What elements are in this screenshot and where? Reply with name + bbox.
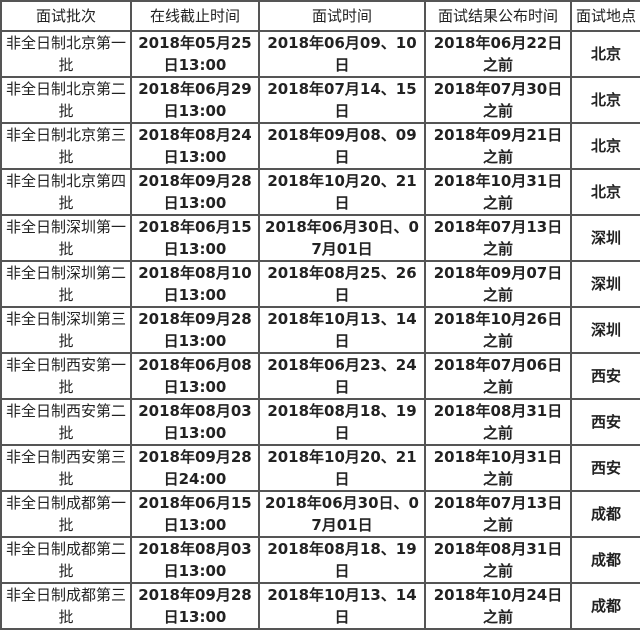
table-row: 非全日制北京第三批 2018年08月24日13:00 2018年09月08、09日 2… <box>0 122 640 170</box>
cell-interview-date: 2018年10月13、14日 <box>258 582 426 630</box>
cell-deadline: 2018年09月28日24:00 <box>130 444 260 492</box>
cell-batch: 非全日制北京第三批 <box>0 122 132 170</box>
cell-deadline: 2018年09月28日13:00 <box>130 168 260 216</box>
cell-result-date: 2018年09月07日之前 <box>424 260 572 308</box>
cell-batch: 非全日制深圳第三批 <box>0 306 132 354</box>
table-row: 非全日制深圳第三批 2018年09月28日13:00 2018年10月13、14日 2… <box>0 306 640 354</box>
cell-location: 深圳 <box>570 260 640 308</box>
cell-interview-date: 2018年09月08、09日 <box>258 122 426 170</box>
cell-deadline: 2018年08月10日13:00 <box>130 260 260 308</box>
column-header-batch: 面试批次 <box>0 0 132 32</box>
table-row: 非全日制成都第三批 2018年09月28日13:00 2018年10月13、14日 2… <box>0 582 640 630</box>
cell-location: 北京 <box>570 168 640 216</box>
cell-batch: 非全日制北京第四批 <box>0 168 132 216</box>
cell-batch: 非全日制西安第二批 <box>0 398 132 446</box>
cell-location: 西安 <box>570 444 640 492</box>
table-row: 非全日制北京第四批 2018年09月28日13:00 2018年10月20、21日 2… <box>0 168 640 216</box>
cell-deadline: 2018年09月28日13:00 <box>130 582 260 630</box>
table-row: 非全日制西安第二批 2018年08月03日13:00 2018年08月18、19日 2… <box>0 398 640 446</box>
cell-deadline: 2018年06月29日13:00 <box>130 76 260 124</box>
cell-result-date: 2018年07月13日之前 <box>424 490 572 538</box>
cell-batch: 非全日制北京第一批 <box>0 30 132 78</box>
cell-batch: 非全日制西安第一批 <box>0 352 132 400</box>
cell-deadline: 2018年08月03日13:00 <box>130 536 260 584</box>
cell-deadline: 2018年08月03日13:00 <box>130 398 260 446</box>
cell-batch: 非全日制深圳第一批 <box>0 214 132 262</box>
cell-deadline: 2018年09月28日13:00 <box>130 306 260 354</box>
cell-interview-date: 2018年06月09、10日 <box>258 30 426 78</box>
column-header-deadline: 在线截止时间 <box>130 0 260 32</box>
cell-deadline: 2018年06月15日13:00 <box>130 490 260 538</box>
table-row: 非全日制北京第一批 2018年05月25日13:00 2018年06月09、10日 2… <box>0 30 640 78</box>
table-row: 非全日制北京第二批 2018年06月29日13:00 2018年07月14、15日 2… <box>0 76 640 124</box>
cell-batch: 非全日制成都第一批 <box>0 490 132 538</box>
cell-result-date: 2018年08月31日之前 <box>424 536 572 584</box>
cell-batch: 非全日制深圳第二批 <box>0 260 132 308</box>
cell-deadline: 2018年06月15日13:00 <box>130 214 260 262</box>
cell-interview-date: 2018年10月20、21日 <box>258 168 426 216</box>
cell-result-date: 2018年07月13日之前 <box>424 214 572 262</box>
cell-batch: 非全日制西安第三批 <box>0 444 132 492</box>
cell-interview-date: 2018年08月18、19日 <box>258 398 426 446</box>
cell-location: 成都 <box>570 536 640 584</box>
cell-location: 北京 <box>570 76 640 124</box>
cell-result-date: 2018年10月31日之前 <box>424 444 572 492</box>
cell-result-date: 2018年08月31日之前 <box>424 398 572 446</box>
column-header-interview-date: 面试时间 <box>258 0 426 32</box>
cell-result-date: 2018年10月24日之前 <box>424 582 572 630</box>
cell-batch: 非全日制北京第二批 <box>0 76 132 124</box>
table-row: 非全日制深圳第二批 2018年08月10日13:00 2018年08月25、26日 2… <box>0 260 640 308</box>
cell-location: 西安 <box>570 352 640 400</box>
cell-result-date: 2018年07月06日之前 <box>424 352 572 400</box>
table-row: 非全日制深圳第一批 2018年06月15日13:00 2018年06月30日、07月… <box>0 214 640 262</box>
table-row: 非全日制成都第一批 2018年06月15日13:00 2018年06月30日、07月… <box>0 490 640 538</box>
cell-result-date: 2018年10月26日之前 <box>424 306 572 354</box>
cell-batch: 非全日制成都第三批 <box>0 582 132 630</box>
cell-deadline: 2018年06月08日13:00 <box>130 352 260 400</box>
cell-location: 成都 <box>570 490 640 538</box>
cell-interview-date: 2018年06月30日、07月01日 <box>258 490 426 538</box>
cell-interview-date: 2018年10月20、21日 <box>258 444 426 492</box>
cell-result-date: 2018年09月21日之前 <box>424 122 572 170</box>
cell-deadline: 2018年08月24日13:00 <box>130 122 260 170</box>
cell-location: 北京 <box>570 122 640 170</box>
cell-location: 深圳 <box>570 214 640 262</box>
table-header-row: 面试批次 在线截止时间 面试时间 面试结果公布时间 面试地点 <box>0 0 640 32</box>
column-header-location: 面试地点 <box>570 0 640 32</box>
cell-result-date: 2018年10月31日之前 <box>424 168 572 216</box>
table-row: 非全日制西安第一批 2018年06月08日13:00 2018年06月23、24日 2… <box>0 352 640 400</box>
cell-interview-date: 2018年07月14、15日 <box>258 76 426 124</box>
cell-deadline: 2018年05月25日13:00 <box>130 30 260 78</box>
cell-interview-date: 2018年06月30日、07月01日 <box>258 214 426 262</box>
cell-result-date: 2018年06月22日之前 <box>424 30 572 78</box>
cell-interview-date: 2018年08月25、26日 <box>258 260 426 308</box>
table-row: 非全日制西安第三批 2018年09月28日24:00 2018年10月20、21日 2… <box>0 444 640 492</box>
cell-interview-date: 2018年08月18、19日 <box>258 536 426 584</box>
cell-location: 西安 <box>570 398 640 446</box>
cell-location: 成都 <box>570 582 640 630</box>
cell-result-date: 2018年07月30日之前 <box>424 76 572 124</box>
cell-location: 深圳 <box>570 306 640 354</box>
table-row: 非全日制成都第二批 2018年08月03日13:00 2018年08月18、19日 2… <box>0 536 640 584</box>
cell-location: 北京 <box>570 30 640 78</box>
cell-interview-date: 2018年10月13、14日 <box>258 306 426 354</box>
cell-batch: 非全日制成都第二批 <box>0 536 132 584</box>
column-header-result-date: 面试结果公布时间 <box>424 0 572 32</box>
cell-interview-date: 2018年06月23、24日 <box>258 352 426 400</box>
